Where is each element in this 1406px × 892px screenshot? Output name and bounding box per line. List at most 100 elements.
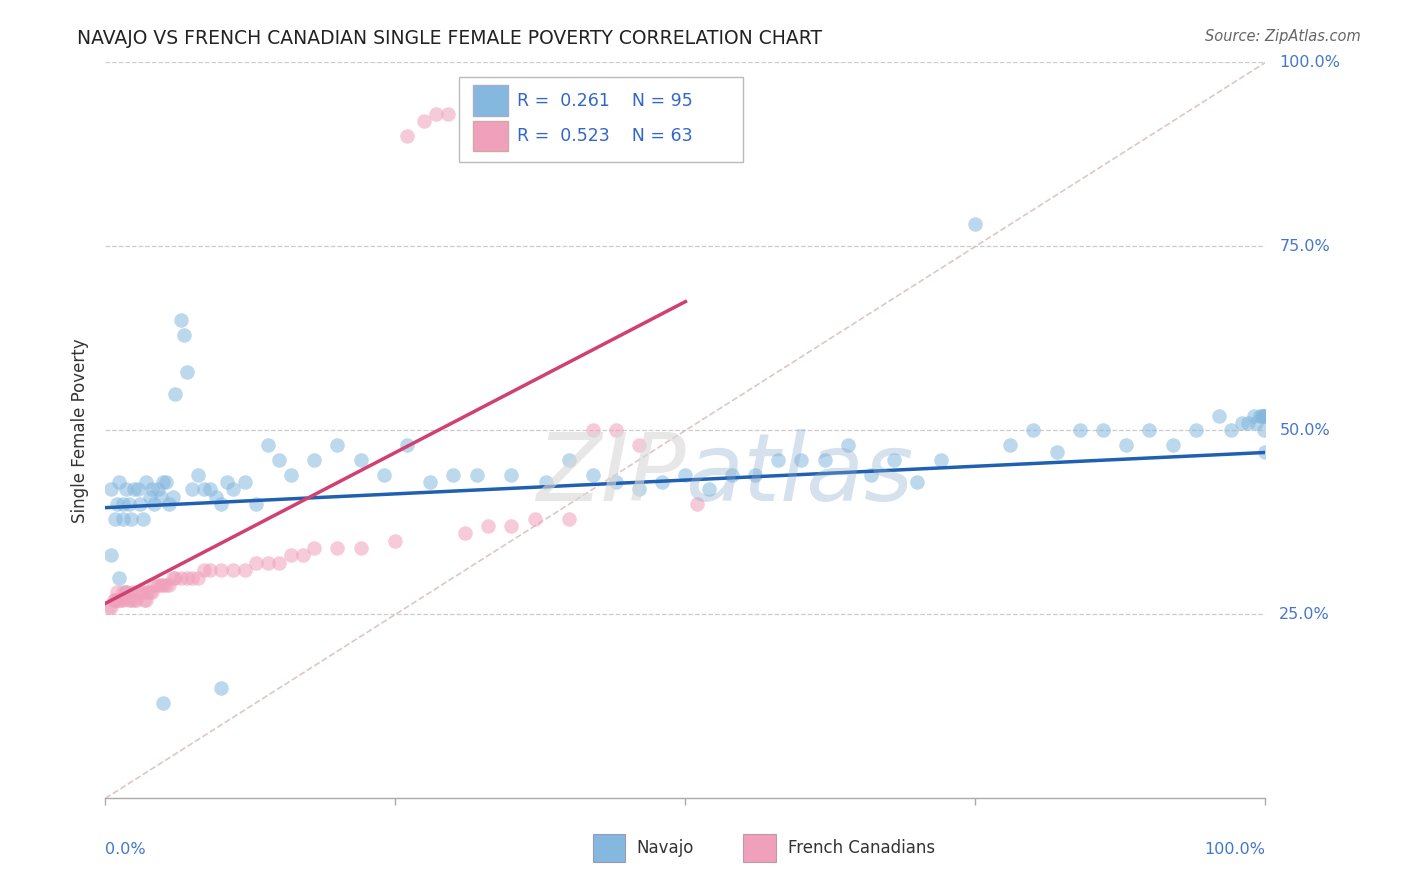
Point: [141, 585, 163, 599]
Point: [152, 696, 174, 710]
Bar: [474, 86, 508, 116]
Point: [121, 585, 143, 599]
Point: [425, 107, 447, 121]
Point: [628, 482, 651, 496]
Point: [155, 578, 177, 592]
Point: [605, 475, 627, 489]
Point: [198, 563, 221, 577]
Point: [198, 482, 221, 496]
Text: 25.0%: 25.0%: [1279, 607, 1330, 622]
Point: [413, 114, 436, 128]
Point: [1254, 445, 1277, 459]
Point: [104, 592, 127, 607]
Point: [136, 585, 159, 599]
Point: [907, 475, 929, 489]
Point: [1244, 416, 1267, 430]
Text: atlas: atlas: [686, 429, 914, 520]
Text: 0.0%: 0.0%: [105, 842, 146, 857]
Point: [790, 452, 813, 467]
Point: [558, 452, 581, 467]
Point: [1237, 416, 1260, 430]
Point: [1115, 438, 1137, 452]
Point: [181, 571, 204, 585]
Point: [162, 571, 184, 585]
Point: [104, 511, 127, 525]
Bar: [593, 834, 626, 863]
Point: [131, 511, 153, 525]
Point: [419, 475, 441, 489]
Point: [135, 592, 157, 607]
Point: [143, 497, 166, 511]
Point: [501, 467, 523, 482]
Point: [141, 482, 163, 496]
Point: [170, 313, 193, 327]
Point: [280, 549, 302, 563]
Point: [605, 424, 627, 438]
Point: [105, 585, 128, 599]
Point: [111, 497, 134, 511]
Point: [558, 511, 581, 525]
Point: [860, 467, 883, 482]
Text: 100.0%: 100.0%: [1205, 842, 1265, 857]
Point: [105, 592, 128, 607]
Text: ZIP: ZIP: [536, 429, 686, 520]
Y-axis label: Single Female Poverty: Single Female Poverty: [72, 338, 90, 523]
Point: [1232, 416, 1254, 430]
Point: [245, 556, 267, 570]
Point: [291, 549, 314, 563]
Point: [124, 592, 146, 607]
Point: [217, 475, 239, 489]
Point: [837, 438, 859, 452]
Point: [1139, 424, 1161, 438]
Point: [965, 217, 987, 231]
Point: [257, 556, 280, 570]
Point: [675, 467, 697, 482]
Point: [187, 571, 209, 585]
Point: [326, 541, 349, 555]
Point: [173, 327, 195, 342]
Point: [115, 482, 138, 496]
Point: [326, 438, 349, 452]
Text: 50.0%: 50.0%: [1279, 423, 1330, 438]
Point: [146, 482, 169, 496]
Point: [1069, 424, 1091, 438]
FancyBboxPatch shape: [460, 77, 744, 161]
Point: [768, 452, 790, 467]
Point: [245, 497, 267, 511]
Point: [131, 585, 153, 599]
Point: [176, 571, 198, 585]
Point: [163, 386, 186, 401]
Point: [135, 475, 157, 489]
Point: [193, 563, 215, 577]
Point: [582, 467, 605, 482]
Text: NAVAJO VS FRENCH CANADIAN SINGLE FEMALE POVERTY CORRELATION CHART: NAVAJO VS FRENCH CANADIAN SINGLE FEMALE …: [77, 29, 823, 47]
Point: [222, 563, 245, 577]
Point: [118, 497, 141, 511]
Text: R =  0.523    N = 63: R = 0.523 N = 63: [517, 127, 693, 145]
Point: [396, 438, 419, 452]
Point: [441, 467, 464, 482]
Point: [1251, 409, 1274, 423]
Point: [454, 526, 477, 541]
Point: [187, 467, 209, 482]
Point: [373, 467, 395, 482]
Point: [150, 490, 173, 504]
Point: [929, 452, 952, 467]
Point: [1092, 424, 1115, 438]
Point: [143, 578, 166, 592]
Point: [127, 482, 149, 496]
Point: [211, 681, 233, 695]
Point: [146, 578, 169, 592]
Point: [155, 475, 177, 489]
Text: French Canadians: French Canadians: [787, 839, 935, 857]
Point: [157, 578, 180, 592]
Point: [304, 452, 326, 467]
Point: [477, 519, 499, 533]
Point: [118, 592, 141, 607]
Point: [108, 592, 131, 607]
Point: [280, 467, 302, 482]
Point: [697, 482, 720, 496]
Point: [304, 541, 326, 555]
Point: [129, 497, 152, 511]
Point: [1022, 424, 1045, 438]
